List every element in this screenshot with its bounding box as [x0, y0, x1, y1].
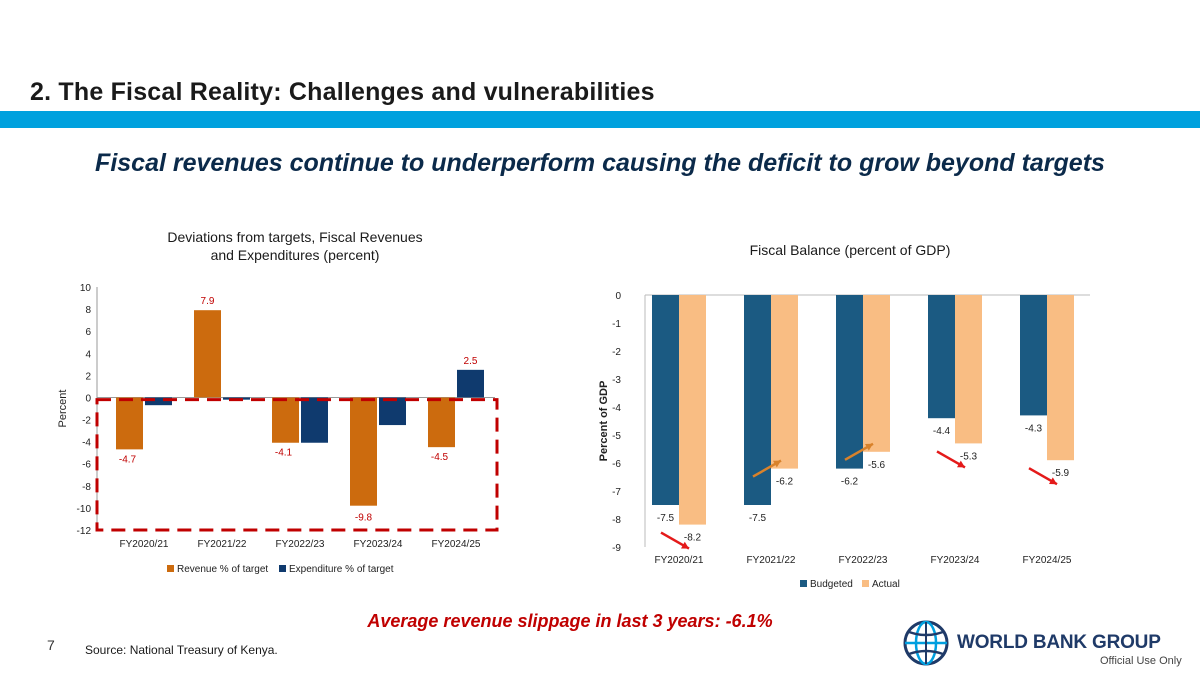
y-tick-label: -6 [612, 459, 621, 470]
legend-label: Budgeted [810, 579, 853, 590]
data-label: -8.2 [684, 533, 702, 544]
data-label: -9.8 [355, 513, 373, 524]
source-note: Source: National Treasury of Kenya. [85, 643, 278, 657]
data-label: 2.5 [464, 356, 478, 367]
revenue-bar [194, 310, 221, 398]
deviations-chart: 10 8 6 4 2 0 -2 -4 -6 -8 -10 -12 Percent FY2020/21 -4.… [57, 283, 499, 575]
y-tick-label: -2 [82, 416, 91, 427]
y-tick-label: 2 [85, 371, 91, 382]
expenditure-bar [379, 397, 406, 426]
x-tick-label: FY2023/24 [931, 555, 980, 566]
actual-bar [863, 295, 890, 452]
x-tick-label: FY2024/25 [1023, 555, 1072, 566]
slide-headline: Fiscal revenues continue to underperform… [95, 149, 1105, 177]
y-tick-label: -4 [612, 403, 621, 414]
globe-icon [903, 620, 949, 666]
y-tick-label: 10 [80, 283, 92, 294]
legend-label: Actual [872, 579, 900, 590]
x-tick-label: FY2021/22 [747, 555, 796, 566]
revenue-bar [350, 397, 377, 506]
y-axis-label: Percent [57, 390, 69, 428]
data-label: -6.2 [841, 477, 859, 488]
data-label: -5.6 [868, 460, 886, 471]
x-tick-label: FY2021/22 [198, 539, 247, 550]
y-tick-label: -1 [612, 319, 621, 330]
legend-swatch [167, 565, 174, 572]
y-tick-label: 8 [85, 305, 91, 316]
budgeted-bar [1020, 295, 1047, 416]
data-label: -4.5 [431, 452, 449, 463]
y-tick-label: -2 [612, 347, 621, 358]
y-tick-label: -12 [77, 526, 92, 537]
x-tick-label: FY2024/25 [432, 539, 481, 550]
budgeted-bar [836, 295, 863, 469]
x-tick-label: FY2020/21 [655, 555, 704, 566]
data-label: -5.9 [1052, 468, 1070, 479]
y-tick-label: -6 [82, 460, 91, 471]
data-label: -7.5 [657, 513, 675, 524]
legend-label: Expenditure % of target [289, 564, 394, 575]
expenditure-bar [457, 369, 484, 398]
slippage-note: Average revenue slippage in last 3 years… [367, 611, 773, 631]
expenditure-bar [145, 397, 172, 406]
y-tick-label: -8 [612, 515, 621, 526]
arrowhead [773, 460, 781, 468]
y-tick-label: -5 [612, 431, 621, 442]
chart1-title-line2: and Expenditures (percent) [210, 247, 380, 263]
actual-bar [955, 295, 982, 444]
x-tick-label: FY2022/23 [839, 555, 888, 566]
y-tick-label: -10 [77, 504, 92, 515]
slide-title: 2. The Fiscal Reality: Challenges and vu… [30, 78, 655, 106]
data-label: -5.3 [960, 451, 978, 462]
y-tick-label: 4 [85, 349, 91, 360]
chart1-title-line1: Deviations from targets, Fiscal Revenues [167, 229, 423, 245]
legend-swatch [279, 565, 286, 572]
arrowhead [681, 541, 689, 549]
fiscal-balance-chart: 0 -1 -2 -3 -4 -5 -6 -7 -8 -9 Percent of GDP FY2020/… [598, 291, 1090, 590]
accent-band [0, 111, 1200, 128]
data-label: 7.9 [201, 296, 215, 307]
arrowhead [865, 443, 873, 451]
legend-swatch [800, 580, 807, 587]
x-tick-label: FY2020/21 [120, 539, 169, 550]
y-tick-label: -4 [82, 438, 91, 449]
data-label: -4.4 [933, 426, 951, 437]
world-bank-logo: WORLD BANK GROUP [903, 620, 1161, 666]
actual-bar [1047, 295, 1074, 461]
y-tick-label: -3 [612, 375, 621, 386]
negative-deviation-highlight [95, 398, 499, 532]
y-tick-label: -9 [612, 543, 621, 554]
y-tick-label: -8 [82, 482, 91, 493]
y-tick-label: 0 [615, 291, 621, 302]
y-tick-label: 6 [85, 327, 91, 338]
legend-swatch [862, 580, 869, 587]
revenue-bar [116, 397, 143, 450]
classification-label: Official Use Only [1100, 655, 1182, 667]
x-tick-label: FY2023/24 [354, 539, 403, 550]
data-label: -4.3 [1025, 423, 1043, 434]
legend-label: Revenue % of target [177, 564, 268, 575]
x-tick-label: FY2022/23 [276, 539, 325, 550]
arrowhead [1049, 477, 1057, 485]
chart1-title: Deviations from targets, Fiscal Revenues… [130, 228, 460, 264]
revenue-bar [272, 397, 299, 443]
data-label: -4.1 [275, 448, 293, 459]
data-label: -4.7 [119, 454, 137, 465]
arrowhead [957, 460, 965, 468]
budgeted-bar [928, 295, 955, 419]
actual-bar [771, 295, 798, 469]
actual-bar [679, 295, 706, 525]
logo-text: WORLD BANK GROUP [957, 632, 1161, 653]
budgeted-bar [652, 295, 679, 505]
data-label: -6.2 [776, 477, 794, 488]
page-number: 7 [47, 637, 55, 653]
data-label: -7.5 [749, 513, 767, 524]
chart2-title: Fiscal Balance (percent of GDP) [749, 242, 951, 258]
y-axis-label: Percent of GDP [598, 381, 610, 462]
expenditure-bar [301, 397, 328, 443]
y-tick-label: 0 [85, 393, 91, 404]
revenue-bar [428, 397, 455, 448]
y-tick-label: -7 [612, 487, 621, 498]
